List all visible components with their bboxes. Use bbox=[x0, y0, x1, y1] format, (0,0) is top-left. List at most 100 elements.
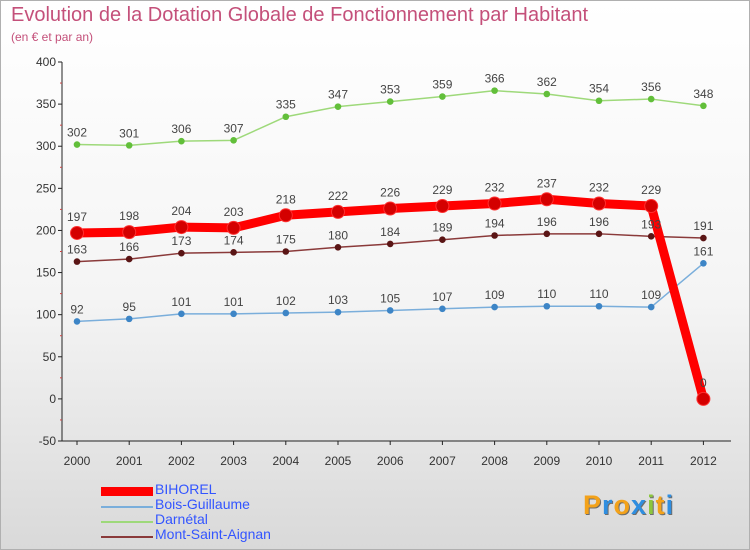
legend-label: Mont-Saint-Aignan bbox=[155, 526, 271, 542]
y-tick-label: 250 bbox=[36, 181, 56, 195]
data-point-darnetal bbox=[334, 103, 342, 110]
data-point-darnetal bbox=[73, 141, 81, 148]
data-point-mont-saint-aignan bbox=[439, 236, 446, 244]
data-point-bois-guillaume bbox=[543, 302, 551, 310]
data-point-darnetal bbox=[595, 97, 603, 105]
x-tick-label: 2003 bbox=[220, 454, 247, 468]
data-label-bois-guillaume: 102 bbox=[276, 294, 296, 308]
data-label-bois-guillaume: 101 bbox=[171, 295, 191, 309]
data-label-darnetal: 356 bbox=[641, 80, 661, 94]
data-point-darnetal bbox=[230, 137, 237, 144]
data-label-darnetal: 362 bbox=[537, 75, 557, 89]
data-label-mont-saint-aignan: 180 bbox=[328, 228, 348, 242]
data-label-darnetal: 347 bbox=[328, 88, 348, 102]
data-point-bois-guillaume bbox=[282, 309, 290, 317]
y-tick-label: 100 bbox=[36, 308, 56, 322]
data-label-bois-guillaume: 92 bbox=[70, 302, 84, 316]
x-tick-label: 2001 bbox=[116, 454, 143, 468]
x-tick-label: 2008 bbox=[481, 454, 508, 468]
data-point-bois-guillaume bbox=[491, 303, 498, 311]
data-label-bois-guillaume: 109 bbox=[485, 288, 505, 302]
data-point-darnetal bbox=[439, 93, 446, 100]
data-label-mont-saint-aignan: 194 bbox=[485, 216, 505, 230]
x-tick-label: 2011 bbox=[638, 454, 664, 468]
data-label-bihorel: 222 bbox=[328, 189, 348, 203]
data-point-bihorel bbox=[435, 199, 450, 214]
data-point-bois-guillaume bbox=[595, 302, 603, 310]
x-tick-label: 2010 bbox=[586, 454, 613, 468]
x-tick-label: 2012 bbox=[690, 454, 717, 468]
data-label-bihorel: 226 bbox=[380, 186, 400, 200]
legend-swatch bbox=[101, 520, 153, 523]
data-point-mont-saint-aignan bbox=[73, 258, 81, 265]
data-label-darnetal: 307 bbox=[224, 121, 244, 135]
data-point-mont-saint-aignan bbox=[125, 255, 133, 263]
data-label-bihorel: 229 bbox=[641, 183, 661, 197]
data-point-mont-saint-aignan bbox=[700, 234, 707, 242]
data-point-mont-saint-aignan bbox=[334, 243, 342, 251]
data-point-bois-guillaume bbox=[439, 305, 446, 313]
data-point-bihorel bbox=[644, 199, 659, 214]
data-label-mont-saint-aignan: 166 bbox=[119, 240, 139, 254]
data-label-bois-guillaume: 161 bbox=[693, 244, 713, 258]
data-label-bihorel: 203 bbox=[224, 205, 244, 219]
data-label-bois-guillaume: 95 bbox=[123, 300, 137, 314]
data-label-bihorel: 0 bbox=[700, 376, 707, 390]
logo-letter: i bbox=[647, 490, 656, 520]
data-point-bois-guillaume bbox=[647, 303, 655, 311]
data-point-darnetal bbox=[178, 137, 185, 145]
data-point-bois-guillaume bbox=[178, 310, 185, 318]
logo-letter: x bbox=[631, 490, 648, 520]
data-label-mont-saint-aignan: 196 bbox=[589, 215, 609, 229]
data-label-bois-guillaume: 103 bbox=[328, 293, 348, 307]
data-point-darnetal bbox=[543, 90, 551, 98]
data-label-darnetal: 302 bbox=[67, 126, 87, 140]
x-tick-label: 2005 bbox=[325, 454, 352, 468]
data-point-darnetal bbox=[282, 113, 290, 121]
data-point-bihorel bbox=[226, 220, 241, 235]
data-label-bihorel: 232 bbox=[589, 180, 609, 194]
data-label-bihorel: 197 bbox=[67, 210, 87, 224]
data-point-darnetal bbox=[647, 95, 655, 103]
data-label-mont-saint-aignan: 184 bbox=[380, 225, 400, 239]
data-point-mont-saint-aignan bbox=[282, 248, 290, 255]
x-tick-label: 2000 bbox=[64, 454, 91, 468]
data-point-bihorel bbox=[278, 208, 293, 223]
data-point-mont-saint-aignan bbox=[230, 249, 237, 256]
data-point-mont-saint-aignan bbox=[543, 230, 551, 238]
data-point-mont-saint-aignan bbox=[647, 233, 655, 240]
x-tick-label: 2009 bbox=[533, 454, 560, 468]
data-point-mont-saint-aignan bbox=[178, 249, 185, 257]
legend-swatch bbox=[101, 487, 153, 496]
data-label-mont-saint-aignan: 163 bbox=[67, 243, 87, 257]
y-tick-label: 0 bbox=[49, 392, 56, 406]
logo-letter: o bbox=[613, 490, 632, 520]
data-label-bois-guillaume: 105 bbox=[380, 291, 400, 305]
data-label-darnetal: 359 bbox=[432, 78, 452, 92]
x-tick-label: 2007 bbox=[429, 454, 456, 468]
y-tick-label: -50 bbox=[39, 434, 57, 448]
data-point-bihorel bbox=[592, 196, 606, 211]
data-label-mont-saint-aignan: 196 bbox=[537, 215, 557, 229]
legend-label: Darnétal bbox=[155, 511, 208, 527]
data-label-bihorel: 218 bbox=[276, 192, 296, 206]
data-point-bois-guillaume bbox=[334, 308, 342, 316]
y-tick-label: 350 bbox=[36, 97, 56, 111]
data-label-mont-saint-aignan: 173 bbox=[171, 234, 191, 248]
x-tick-label: 2004 bbox=[272, 454, 299, 468]
data-label-mont-saint-aignan: 175 bbox=[276, 233, 296, 247]
y-tick-label: 50 bbox=[43, 350, 57, 364]
y-tick-label: 400 bbox=[36, 55, 56, 69]
data-point-bihorel bbox=[383, 201, 398, 216]
x-tick-label: 2006 bbox=[377, 454, 404, 468]
y-tick-label: 150 bbox=[36, 266, 56, 280]
chart-title: Evolution de la Dotation Globale de Fonc… bbox=[11, 4, 589, 26]
data-label-mont-saint-aignan: 193 bbox=[641, 217, 661, 231]
logo-letter: i bbox=[665, 490, 675, 520]
data-point-mont-saint-aignan bbox=[491, 232, 498, 239]
y-tick-label: 300 bbox=[36, 139, 56, 153]
data-point-bihorel bbox=[122, 225, 137, 240]
x-tick-label: 2002 bbox=[168, 454, 195, 468]
data-label-bois-guillaume: 110 bbox=[589, 287, 608, 301]
